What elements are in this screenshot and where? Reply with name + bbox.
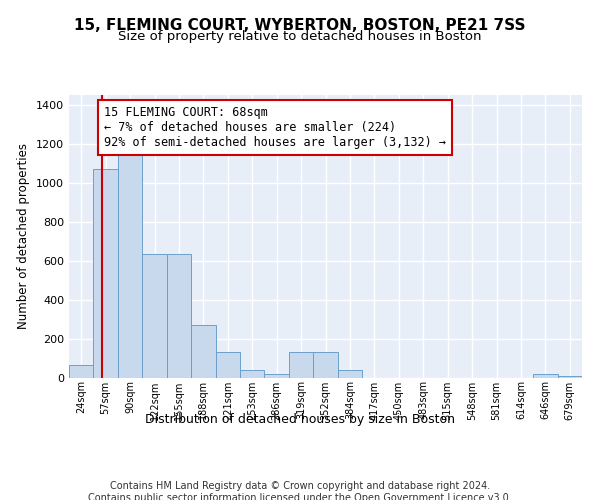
Text: 15 FLEMING COURT: 68sqm
← 7% of detached houses are smaller (224)
92% of semi-de: 15 FLEMING COURT: 68sqm ← 7% of detached… [104, 106, 446, 148]
Bar [240, 370, 265, 378]
Bar [265, 374, 289, 378]
Text: Size of property relative to detached houses in Boston: Size of property relative to detached ho… [118, 30, 482, 43]
Bar [191, 325, 215, 378]
Y-axis label: Number of detached properties: Number of detached properties [17, 143, 31, 329]
Text: Contains HM Land Registry data © Crown copyright and database right 2024.
Contai: Contains HM Land Registry data © Crown c… [88, 481, 512, 500]
Bar [142, 254, 167, 378]
Bar [533, 374, 557, 378]
Bar [289, 352, 313, 378]
Bar [338, 370, 362, 378]
Text: Distribution of detached houses by size in Boston: Distribution of detached houses by size … [145, 412, 455, 426]
Bar [313, 352, 338, 378]
Bar [557, 376, 582, 378]
Text: 15, FLEMING COURT, WYBERTON, BOSTON, PE21 7SS: 15, FLEMING COURT, WYBERTON, BOSTON, PE2… [74, 18, 526, 32]
Bar [94, 169, 118, 378]
Bar [118, 152, 142, 378]
Bar [167, 254, 191, 378]
Bar [215, 352, 240, 378]
Bar [69, 365, 94, 378]
